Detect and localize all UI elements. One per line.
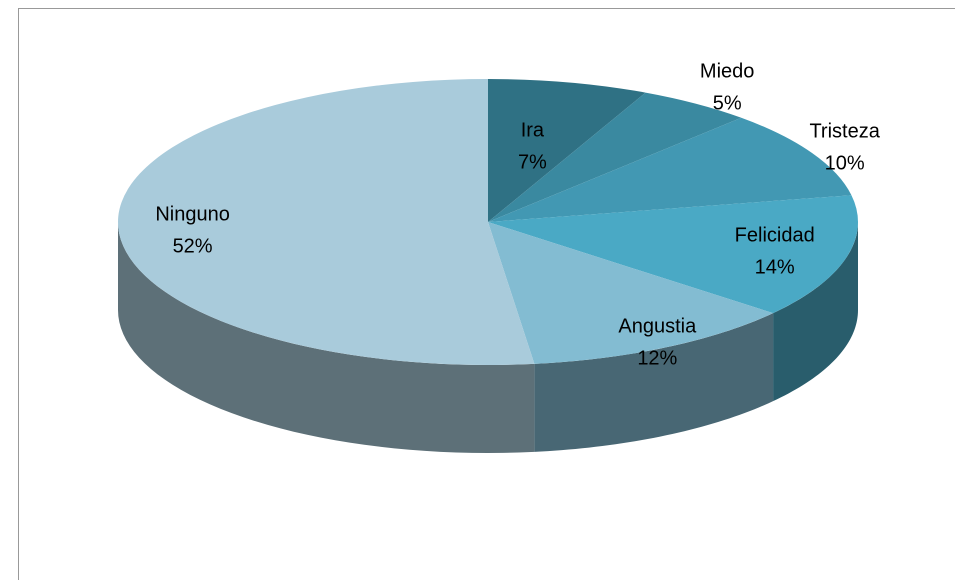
value-label: 12%: [637, 347, 677, 369]
slice-label: Miedo: [700, 60, 754, 82]
pie-slice: [488, 79, 646, 222]
slice-label: Angustia: [618, 315, 697, 337]
pie-slice: [488, 195, 858, 314]
value-label: 14%: [755, 257, 795, 279]
pie-slice: [118, 79, 535, 365]
value-label: 52%: [173, 235, 213, 257]
slice-label: Ira: [521, 120, 545, 142]
pie-slice: [488, 117, 852, 222]
pie-slice: [488, 92, 742, 222]
slice-label: Felicidad: [735, 225, 815, 247]
value-label: 5%: [713, 92, 742, 114]
value-label: 10%: [825, 153, 865, 175]
pie-side: [534, 313, 774, 452]
slice-label: Ninguno: [155, 203, 230, 225]
slice-label: Tristeza: [809, 121, 880, 143]
pie-side: [118, 222, 535, 453]
pie-slice: [488, 222, 774, 364]
pie-side: [773, 222, 858, 402]
value-label: 7%: [518, 152, 547, 174]
